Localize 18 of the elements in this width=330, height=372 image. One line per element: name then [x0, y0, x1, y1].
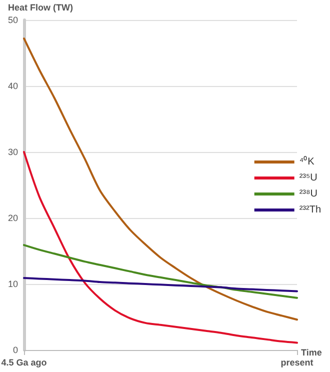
line-series — [23, 244, 298, 299]
y-tick-label: 10 — [8, 279, 18, 289]
x-tick-label: 4.5 Ga ago — [1, 358, 48, 368]
legend-label: ²³⁵U — [299, 172, 318, 184]
legend-label: ²³⁸U — [299, 188, 318, 200]
line-series — [23, 37, 298, 321]
line-series — [23, 277, 298, 292]
x-axis-title: Time — [301, 348, 322, 358]
legend-label: ⁴⁰K — [299, 156, 315, 168]
y-tick-label: 40 — [8, 81, 18, 91]
y-axis-title: Heat Flow (TW) — [8, 2, 73, 12]
y-tick-label: 0 — [12, 345, 18, 355]
y-tick-label: 20 — [8, 213, 18, 223]
legend-label: ²³²Th — [299, 204, 322, 216]
y-tick-label: 30 — [8, 147, 18, 157]
y-tick-label: 50 — [8, 15, 18, 25]
line-series — [23, 151, 298, 344]
x-tick-label: present — [280, 358, 314, 368]
